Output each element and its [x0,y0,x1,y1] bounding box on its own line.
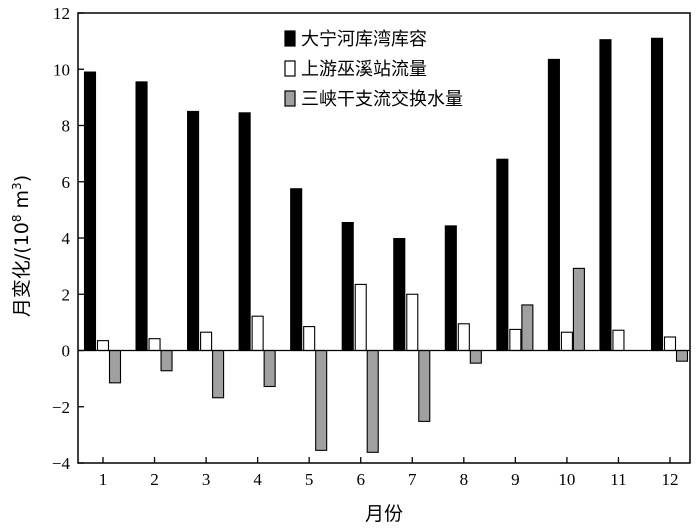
bar-inflow [663,336,677,352]
bar-capacity [341,221,354,352]
bar-capacity [547,58,560,352]
bar-exchange [418,349,431,422]
bar-exchange [108,349,122,384]
y-tick-label: −4 [52,454,71,473]
x-tick-label: 12 [662,470,679,489]
legend: 大宁河库湾库容 上游巫溪站流量 三峡干支流交换水量 [284,29,463,110]
bar-inflow [560,331,573,352]
legend-label-inflow: 上游巫溪站流量 [301,59,427,80]
legend-label-exchange: 三峡干支流交换水量 [301,89,463,110]
x-tick-label: 3 [202,470,211,489]
bar-capacity [83,71,97,352]
y-tick-label: 4 [62,229,71,248]
bar-capacity [650,37,664,352]
bar-capacity [599,39,612,352]
y-tick-label: −2 [52,398,70,417]
bar-capacity [290,188,303,352]
bar-inflow [200,331,213,352]
y-ticks: −4 −2 0 2 4 6 8 10 12 [52,4,84,473]
bar-inflow [509,328,522,352]
bar-inflow [612,329,625,352]
x-tick-label: 10 [558,470,575,489]
x-tick-label: 7 [408,470,417,489]
y-tick-label: 2 [62,285,71,304]
bar-exchange [263,349,276,388]
bar-exchange [469,349,482,364]
bar-inflow [303,326,316,352]
bar-exchange [366,349,379,453]
y-tick-label: 8 [62,117,71,136]
x-tick-label: 8 [460,470,469,489]
x-ticks: 1 2 3 4 5 6 7 8 9 10 11 12 [99,457,679,489]
y-tick-label: 12 [53,4,70,23]
y-tick-label: 0 [62,342,71,361]
x-tick-label: 11 [610,470,626,489]
bar-inflow [148,338,161,352]
y-tick-label: 10 [53,60,70,79]
bar-capacity [444,225,457,352]
legend-label-capacity: 大宁河库湾库容 [301,29,427,50]
bar-exchange [315,349,328,451]
bar-capacity [187,110,200,352]
legend-swatch-exchange [284,90,296,107]
y-tick-label: 6 [62,173,71,192]
x-tick-label: 6 [356,470,365,489]
bar-inflow [354,283,367,352]
legend-swatch-capacity [284,30,296,47]
bar-capacity [135,81,148,352]
x-tick-label: 2 [150,470,159,489]
x-tick-label: 4 [253,470,262,489]
bar-inflow [96,340,110,352]
x-tick-label: 1 [99,470,108,489]
bar-exchange [160,349,173,372]
plot-frame [77,12,691,464]
bar-capacity [238,112,251,352]
bar-exchange [675,349,689,362]
legend-swatch-inflow [284,60,296,77]
bar-capacity [393,238,406,352]
bar-inflow [406,293,419,352]
bar-inflow [251,315,264,352]
bar-exchange [521,304,534,352]
bar-exchange [212,349,225,399]
x-axis-title: 月份 [365,503,403,525]
x-tick-label: 5 [305,470,314,489]
bars [83,37,689,453]
bar-inflow [457,323,470,352]
x-tick-label: 9 [511,470,520,489]
y-axis-title: 月变化/(108 m3) [10,175,33,317]
bar-exchange [572,267,585,352]
bar-capacity [496,158,509,352]
